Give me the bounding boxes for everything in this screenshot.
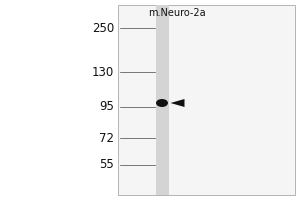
Bar: [155, 5, 169, 195]
Text: 95: 95: [99, 100, 114, 114]
Text: 130: 130: [92, 66, 114, 78]
Bar: [118, 5, 295, 195]
Text: 72: 72: [99, 132, 114, 144]
Text: 55: 55: [99, 158, 114, 171]
Polygon shape: [170, 99, 184, 107]
Text: m.Neuro-2a: m.Neuro-2a: [148, 8, 206, 18]
Text: 250: 250: [92, 21, 114, 34]
Ellipse shape: [156, 99, 168, 107]
